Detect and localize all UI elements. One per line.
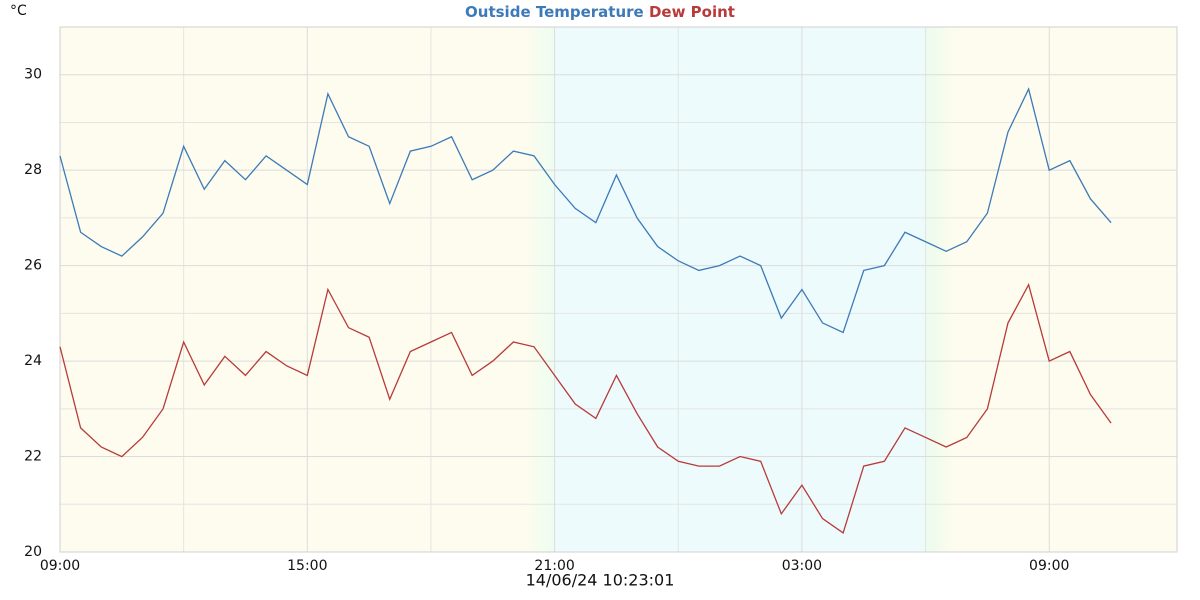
y-tick-label: 20: [24, 544, 42, 560]
x-tick-label: 09:00: [40, 558, 80, 574]
title: Outside Temperature Dew Point: [465, 3, 735, 21]
legend-entry: Dew Point: [649, 3, 735, 21]
x-tick-label: 21:00: [534, 558, 574, 574]
plot-border: [59, 26, 1178, 553]
series-line: [59, 87, 1112, 334]
footer: 14/06/24 10:23:01: [526, 571, 675, 590]
x-tick-label: 15:00: [287, 558, 327, 574]
y-tick-label: 26: [24, 258, 42, 274]
x-tick-label: 09:00: [1029, 558, 1069, 574]
y-tick-label: 22: [24, 449, 42, 465]
series-line: [59, 282, 1112, 534]
plot-background: [60, 27, 1177, 552]
y-tick-label: 24: [24, 353, 42, 369]
legend-entry: Outside Temperature: [465, 3, 644, 21]
y-tick-label: 30: [24, 67, 42, 83]
y-tick-label: 28: [24, 162, 42, 178]
y-unit: °C: [10, 3, 27, 19]
x-tick-label: 03:00: [782, 558, 822, 574]
